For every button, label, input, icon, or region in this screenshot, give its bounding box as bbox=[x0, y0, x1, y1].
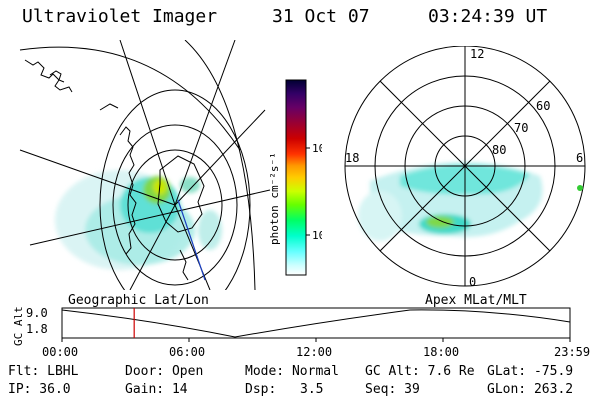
colorbar-tick-100: 100 bbox=[312, 142, 322, 155]
timeline-xtick-0000: 00:00 bbox=[42, 345, 78, 359]
lat-label-70: 70 bbox=[514, 121, 528, 135]
lat-label-60: 60 bbox=[536, 99, 550, 113]
polar-aurora-emission bbox=[358, 162, 543, 241]
gain-info: Gain: 14 bbox=[125, 382, 188, 397]
polar-grid bbox=[344, 46, 586, 287]
timeline-xtick-2359: 23:59 bbox=[554, 345, 590, 359]
mlt-label-0: 0 bbox=[469, 275, 476, 289]
time-label: 03:24:39 UT bbox=[428, 6, 548, 27]
timeline-axis-label: GC Alt bbox=[12, 306, 25, 346]
imager-title: Ultraviolet Imager bbox=[22, 6, 218, 27]
glon-info: GLon: 263.2 bbox=[487, 382, 574, 397]
filter-info: Flt: LBHL bbox=[8, 364, 79, 379]
colorbar: 100 10 photon cm⁻²s⁻¹ bbox=[268, 79, 322, 276]
lat-label-80: 80 bbox=[492, 143, 506, 157]
mlt-label-18: 18 bbox=[345, 151, 359, 165]
geographic-map bbox=[19, 40, 271, 290]
mlt-label-12: 12 bbox=[470, 47, 484, 61]
coastlines bbox=[24, 59, 205, 281]
seq-info: Seq: 39 bbox=[365, 382, 420, 397]
glat-info: GLat: -75.9 bbox=[487, 364, 574, 379]
geographic-label: Geographic Lat/Lon bbox=[68, 293, 209, 308]
meridian-track bbox=[177, 199, 206, 281]
timeline-xtick-1800: 18:00 bbox=[423, 345, 459, 359]
dsp-value: 3.5 bbox=[300, 382, 324, 397]
mlt-label-6: 6 bbox=[576, 151, 583, 165]
gc-alt-info: GC Alt: 7.6 Re bbox=[365, 364, 475, 379]
ip-info: IP: 36.0 bbox=[8, 382, 71, 397]
altitude-timeline: GC Alt 9.0 1.8 00:00 06:00 12:00 18:00 2… bbox=[12, 306, 590, 359]
timeline-xtick-0600: 06:00 bbox=[169, 345, 205, 359]
colorbar-unit-label: photon cm⁻²s⁻¹ bbox=[268, 152, 281, 245]
apex-polar-plot: 12 18 6 0 60 70 80 bbox=[344, 46, 586, 289]
apex-label: Apex MLat/MLT bbox=[425, 293, 527, 308]
door-info: Door: Open bbox=[125, 364, 204, 379]
map-grid bbox=[19, 40, 271, 290]
timeline-ytick-low: 1.8 bbox=[26, 322, 48, 336]
date-label: 31 Oct 07 bbox=[272, 6, 370, 27]
colorbar-tick-10: 10 bbox=[312, 229, 322, 242]
colorbar-gradient bbox=[285, 79, 307, 276]
altitude-curve bbox=[61, 309, 571, 338]
aurora-emission bbox=[55, 170, 222, 270]
mode-info: Mode: Normal bbox=[245, 364, 339, 379]
timeline-xtick-1200: 12:00 bbox=[296, 345, 332, 359]
timeline-ytick-high: 9.0 bbox=[26, 306, 48, 320]
dsp-label: Dsp: bbox=[245, 382, 277, 397]
station-dot bbox=[577, 185, 583, 191]
